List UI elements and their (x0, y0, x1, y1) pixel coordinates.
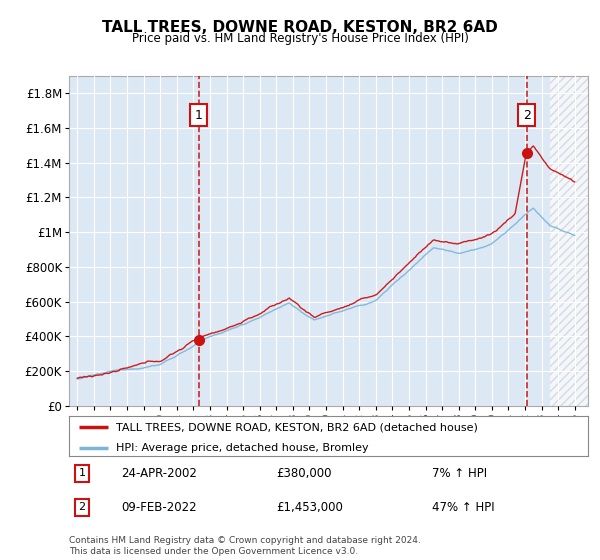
Text: 1: 1 (79, 468, 85, 478)
Text: 1: 1 (195, 109, 203, 122)
Text: 47% ↑ HPI: 47% ↑ HPI (432, 501, 495, 514)
Text: 2: 2 (523, 109, 530, 122)
Text: 09-FEB-2022: 09-FEB-2022 (121, 501, 197, 514)
Text: HPI: Average price, detached house, Bromley: HPI: Average price, detached house, Brom… (116, 442, 368, 452)
Text: £380,000: £380,000 (277, 467, 332, 480)
Text: TALL TREES, DOWNE ROAD, KESTON, BR2 6AD: TALL TREES, DOWNE ROAD, KESTON, BR2 6AD (102, 20, 498, 35)
Text: 7% ↑ HPI: 7% ↑ HPI (432, 467, 487, 480)
Bar (550, 76, 592, 406)
Text: 24-APR-2002: 24-APR-2002 (121, 467, 197, 480)
Text: TALL TREES, DOWNE ROAD, KESTON, BR2 6AD (detached house): TALL TREES, DOWNE ROAD, KESTON, BR2 6AD … (116, 422, 478, 432)
Text: Price paid vs. HM Land Registry's House Price Index (HPI): Price paid vs. HM Land Registry's House … (131, 32, 469, 45)
Text: £1,453,000: £1,453,000 (277, 501, 343, 514)
Text: Contains HM Land Registry data © Crown copyright and database right 2024.
This d: Contains HM Land Registry data © Crown c… (69, 536, 421, 556)
Text: 2: 2 (79, 502, 86, 512)
